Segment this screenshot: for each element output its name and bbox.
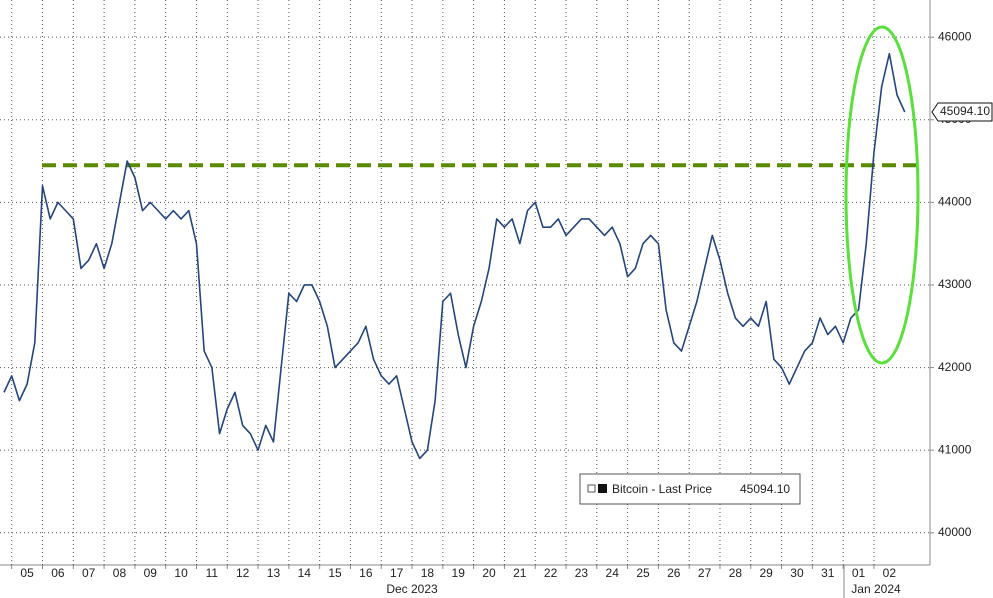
legend-swatch xyxy=(598,484,607,493)
y-tick-label: 40000 xyxy=(938,525,972,539)
legend-value: 45094.10 xyxy=(740,482,790,496)
x-tick-label: 05 xyxy=(20,566,34,580)
price-line xyxy=(3,52,906,460)
x-tick-label: 29 xyxy=(759,566,773,580)
x-tick-label: 26 xyxy=(667,566,681,580)
x-tick-label: 21 xyxy=(513,566,527,580)
x-tick-label: 13 xyxy=(267,566,281,580)
month-label: Dec 2023 xyxy=(386,582,438,596)
x-tick-label: 19 xyxy=(452,566,466,580)
x-tick-label: 27 xyxy=(698,566,712,580)
x-tick-label: 16 xyxy=(359,566,373,580)
x-tick-label: 28 xyxy=(729,566,743,580)
y-tick-label: 42000 xyxy=(938,360,972,374)
last-price-label: 45094.10 xyxy=(940,104,990,118)
y-tick-label: 43000 xyxy=(938,277,972,291)
legend-label: Bitcoin - Last Price xyxy=(612,482,712,496)
last-price-tag xyxy=(931,102,993,122)
x-tick-label: 20 xyxy=(482,566,496,580)
x-tick-label: 17 xyxy=(390,566,404,580)
x-tick-label: 18 xyxy=(421,566,435,580)
x-tick-label: 08 xyxy=(113,566,127,580)
month-label: Jan 2024 xyxy=(851,582,901,596)
x-tick-label: 15 xyxy=(328,566,342,580)
x-tick-label: 06 xyxy=(51,566,65,580)
x-tick-label: 01 xyxy=(852,566,866,580)
x-tick-label: 31 xyxy=(821,566,835,580)
legend: Bitcoin - Last Price 45094.10 xyxy=(579,473,801,505)
x-tick-label: 24 xyxy=(606,566,620,580)
x-tick-label: 22 xyxy=(544,566,558,580)
x-tick-label: 07 xyxy=(82,566,96,580)
x-tick-label: 12 xyxy=(236,566,250,580)
grid xyxy=(0,0,930,565)
x-tick-label: 10 xyxy=(174,566,188,580)
y-tick-label: 44000 xyxy=(938,195,972,209)
x-tick-label: 30 xyxy=(790,566,804,580)
x-tick-label: 23 xyxy=(575,566,589,580)
y-tick-label: 46000 xyxy=(938,29,972,43)
x-tick-label: 14 xyxy=(298,566,312,580)
plot xyxy=(3,52,916,460)
x-tick-label: 02 xyxy=(883,566,897,580)
x-tick-label: 25 xyxy=(636,566,650,580)
legend-box xyxy=(579,473,801,505)
y-tick-label: 41000 xyxy=(938,442,972,456)
legend-icon xyxy=(587,484,596,493)
x-tick-label: 09 xyxy=(144,566,158,580)
x-tick-label: 11 xyxy=(206,566,219,580)
highlight-ellipse xyxy=(844,25,920,365)
